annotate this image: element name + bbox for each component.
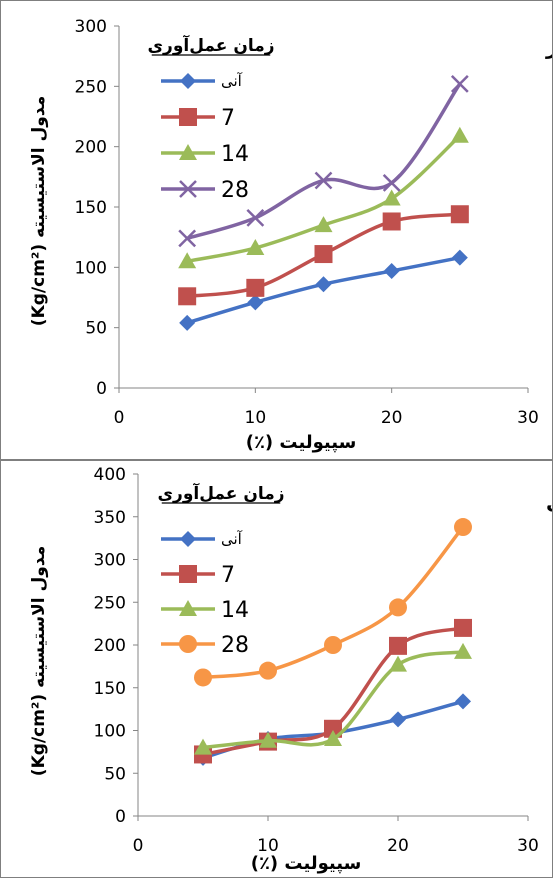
legend-label: 28 (221, 178, 249, 203)
data-point-series-0 (247, 294, 264, 311)
legend-title: زمان عمل‌آوری (157, 482, 284, 504)
data-point-series-1 (454, 618, 472, 637)
chart-panel-sandy-clay: 0 50 100 150 200 250 300 0 10 20 30 زمان عمل‌آوری آن… (0, 0, 553, 460)
y-tick-label: 150 (94, 679, 126, 699)
y-axis-title: مدول الاستیسیته (Kg/cm²) (29, 546, 49, 776)
x-tick-label: 0 (114, 408, 125, 428)
data-point-series-3 (382, 173, 401, 192)
data-point-series-2 (314, 216, 333, 233)
data-point-series-1 (324, 719, 342, 738)
y-axis-title: مدول الاستیسیته (Kg/cm²) (29, 96, 49, 326)
data-point-series-0 (315, 276, 332, 293)
x-axis-title: سپیولیت (٪) (251, 853, 362, 874)
legend-marker-0 (180, 73, 196, 89)
x-tick-label: 30 (517, 836, 539, 856)
data-point-series-1 (389, 636, 407, 655)
x-tick-label: 20 (387, 836, 409, 856)
data-point-series-1 (382, 212, 401, 231)
legend-label: آنی (221, 530, 243, 548)
y-tick-label: 50 (104, 764, 126, 784)
data-point-series-1 (314, 245, 333, 264)
data-point-series-2 (454, 642, 472, 659)
legend-marker-2 (179, 600, 197, 616)
data-point-series-0 (451, 249, 468, 266)
y-tick-label: 300 (94, 551, 126, 571)
legend-title: زمان عمل‌آوری (147, 34, 274, 56)
data-point-series-2 (382, 189, 401, 206)
y-tick-label: 400 (94, 465, 126, 485)
chart-title: ماسه رسی (546, 490, 552, 514)
y-tick-label: 100 (94, 722, 126, 742)
x-tick-label: 10 (257, 836, 279, 856)
legend-label: 14 (221, 142, 249, 167)
data-point-series-2 (246, 239, 265, 256)
data-point-series-2 (324, 730, 342, 747)
legend-marker-3 (179, 180, 197, 198)
chart-panel-clayey-sand: 0 50 100 150 200 250 300 350 400 0 10 20 30 زمان عمل‌… (0, 460, 553, 878)
legend-label: 7 (221, 106, 235, 131)
legend-marker-0 (180, 531, 196, 547)
data-point-series-3 (259, 661, 277, 680)
data-point-series-3 (450, 75, 469, 93)
legend-label: آنی (221, 72, 243, 90)
y-tick-label: 150 (75, 198, 107, 218)
data-point-series-3 (194, 668, 212, 687)
legend-label: 28 (221, 633, 249, 658)
legend-marker-1 (179, 565, 197, 583)
y-tick-label: 350 (94, 508, 126, 528)
legend-label: 14 (221, 598, 249, 623)
data-point-series-2 (194, 738, 212, 755)
data-point-series-1 (178, 287, 197, 306)
legend-label: 7 (221, 563, 235, 588)
data-point-series-3 (454, 518, 472, 537)
data-point-series-1 (450, 205, 469, 224)
x-tick-label: 10 (245, 408, 267, 428)
data-point-series-2 (178, 252, 197, 269)
data-point-series-3 (389, 598, 407, 617)
data-point-series-3 (314, 171, 333, 190)
y-tick-label: 300 (75, 17, 107, 37)
x-tick-label: 20 (381, 408, 403, 428)
y-tick-label: 200 (94, 636, 126, 656)
data-point-series-3 (246, 208, 265, 227)
data-point-series-0 (179, 314, 196, 331)
legend-marker-3 (179, 635, 197, 653)
data-point-series-2 (389, 655, 407, 672)
line-chart-clayey-sand: 0 50 100 150 200 250 300 350 400 0 10 20 30 زمان عمل‌… (29, 465, 552, 874)
y-tick-label: 250 (94, 593, 126, 613)
chart-title: رس ماسه‌دار (545, 35, 552, 59)
y-tick-label: 0 (96, 379, 107, 399)
line-chart-sandy-clay: 0 50 100 150 200 250 300 0 10 20 30 زمان عمل‌آوری آن… (29, 17, 552, 453)
y-tick-label: 50 (85, 319, 107, 339)
y-tick-label: 200 (75, 138, 107, 158)
data-point-series-0 (455, 693, 471, 710)
x-tick-label: 30 (517, 408, 539, 428)
data-point-series-0 (383, 262, 400, 279)
legend-marker-1 (179, 108, 197, 126)
x-axis-title: سپیولیت (٪) (246, 432, 357, 453)
data-point-series-0 (390, 711, 406, 728)
x-tick-label: 0 (133, 836, 144, 856)
data-point-series-3 (324, 636, 342, 654)
data-point-series-2 (259, 731, 277, 748)
y-tick-label: 0 (115, 807, 126, 827)
legend-marker-2 (179, 144, 197, 160)
data-point-series-1 (246, 278, 265, 297)
series-line-3 (186, 82, 462, 241)
y-tick-label: 250 (75, 77, 107, 97)
y-tick-label: 100 (75, 258, 107, 278)
data-point-series-2 (450, 126, 469, 143)
data-point-series-3 (178, 229, 197, 248)
